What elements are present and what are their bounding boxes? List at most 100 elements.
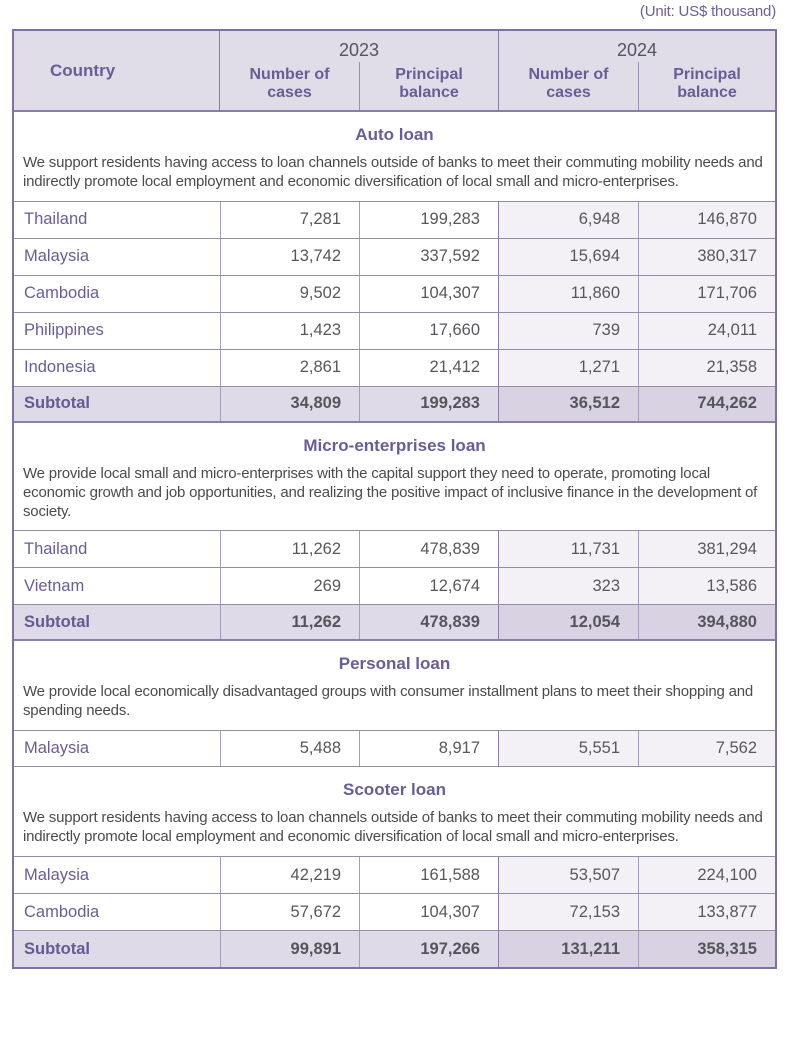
subtotal-label: Subtotal (24, 612, 90, 631)
value-cell: 57,672 (220, 894, 359, 931)
column-header-cases-2024: Number of cases (498, 62, 638, 110)
section-scooter-loan: Scooter loan We support residents having… (14, 767, 775, 968)
section-title: Auto loan (355, 125, 434, 144)
value-cell: 739 (498, 312, 638, 349)
value-cell: 15,694 (498, 238, 638, 275)
section-description: We support residents having access to lo… (23, 809, 763, 846)
country-cell: Malaysia (24, 865, 90, 884)
value-cell: 131,211 (498, 931, 638, 968)
value-cell: 380,317 (638, 238, 775, 275)
country-cell: Thailand (24, 539, 88, 558)
value-cell: 161,588 (359, 857, 498, 894)
value-cell: 394,880 (638, 605, 775, 640)
value-cell: 7,562 (638, 731, 775, 767)
country-cell: Thailand (24, 210, 88, 229)
value-cell: 199,283 (359, 386, 498, 421)
section-description: We provide local small and micro-enterpr… (23, 464, 758, 520)
country-cell: Indonesia (24, 358, 96, 377)
value-cell: 323 (498, 568, 638, 605)
section-title: Micro-enterprises loan (303, 435, 486, 455)
table-row: Indonesia 2,861 21,412 1,271 21,358 (14, 348, 775, 386)
value-cell: 99,891 (220, 931, 359, 968)
value-cell: 146,870 (638, 201, 775, 238)
value-cell: 11,262 (220, 605, 359, 640)
value-cell: 197,266 (359, 931, 498, 968)
value-cell: 11,860 (498, 275, 638, 312)
country-cell: Malaysia (24, 739, 90, 758)
subtotal-label: Subtotal (24, 394, 90, 413)
value-cell: 269 (220, 568, 359, 605)
subtotal-label: Subtotal (24, 939, 90, 958)
value-cell: 1,271 (498, 349, 638, 386)
section-micro-enterprises-loan: Micro-enterprises loan We provide local … (14, 423, 775, 642)
section-title: Personal loan (338, 654, 451, 674)
table-row: Philippines 1,423 17,660 739 24,011 (14, 311, 775, 349)
column-header-cases-2023: Number of cases (249, 65, 330, 101)
value-cell: 12,674 (359, 568, 498, 605)
value-cell: 104,307 (359, 894, 498, 931)
column-header-principal-2024: Principal balance (638, 62, 775, 110)
table-row: Thailand 7,281 199,283 6,948 146,870 (14, 200, 775, 238)
subtotal-row: Subtotal 99,891 197,266 131,211 358,315 (14, 930, 775, 968)
value-cell: 171,706 (638, 275, 775, 312)
value-cell: 13,586 (638, 568, 775, 605)
value-cell: 24,011 (638, 312, 775, 349)
value-cell: 34,809 (220, 386, 359, 421)
table-header: Country 2023 2024 Number of cases Princi… (14, 31, 775, 112)
value-cell: 11,731 (498, 531, 638, 568)
value-cell: 21,412 (359, 349, 498, 386)
value-cell: 224,100 (638, 857, 775, 894)
value-cell: 21,358 (638, 349, 775, 386)
value-cell: 36,512 (498, 386, 638, 421)
value-cell: 133,877 (638, 894, 775, 931)
value-cell: 7,281 (220, 201, 359, 238)
value-cell: 12,054 (498, 605, 638, 640)
table-row: Vietnam 269 12,674 323 13,586 (14, 567, 775, 605)
value-cell: 199,283 (359, 201, 498, 238)
value-cell: 5,551 (498, 731, 638, 767)
country-cell: Cambodia (24, 902, 100, 921)
value-cell: 53,507 (498, 857, 638, 894)
country-cell: Cambodia (24, 284, 100, 303)
section-description: We provide local economically disadvanta… (23, 683, 754, 720)
value-cell: 13,742 (220, 238, 359, 275)
table-row: Malaysia 5,488 8,917 5,551 7,562 (14, 730, 775, 768)
year-2024-header: 2024 (498, 31, 775, 62)
value-cell: 8,917 (359, 731, 498, 767)
table-row: Malaysia 13,742 337,592 15,694 380,317 (14, 237, 775, 275)
value-cell: 42,219 (220, 857, 359, 894)
country-cell: Vietnam (24, 576, 85, 595)
value-cell: 381,294 (638, 531, 775, 568)
loan-data-table: Country 2023 2024 Number of cases Princi… (12, 29, 777, 970)
value-cell: 6,948 (498, 201, 638, 238)
value-cell: 1,423 (220, 312, 359, 349)
value-cell: 478,839 (359, 605, 498, 640)
value-cell: 2,861 (220, 349, 359, 386)
value-cell: 478,839 (359, 531, 498, 568)
table-row: Cambodia 9,502 104,307 11,860 171,706 (14, 274, 775, 312)
value-cell: 72,153 (498, 894, 638, 931)
section-auto-loan: Auto loan We support residents having ac… (14, 112, 775, 423)
country-cell: Philippines (24, 321, 104, 340)
section-title: Scooter loan (343, 780, 446, 800)
value-cell: 337,592 (359, 238, 498, 275)
subtotal-row: Subtotal 11,262 478,839 12,054 394,880 (14, 604, 775, 642)
section-description: We support residents having access to lo… (23, 154, 763, 190)
value-cell: 744,262 (638, 386, 775, 421)
value-cell: 358,315 (638, 931, 775, 968)
value-cell: 17,660 (359, 312, 498, 349)
subtotal-row: Subtotal 34,809 199,283 36,512 744,262 (14, 385, 775, 423)
value-cell: 9,502 (220, 275, 359, 312)
value-cell: 104,307 (359, 275, 498, 312)
value-cell: 11,262 (220, 531, 359, 568)
table-row: Malaysia 42,219 161,588 53,507 224,100 (14, 856, 775, 894)
section-personal-loan: Personal loan We provide local economica… (14, 641, 775, 768)
value-cell: 5,488 (220, 731, 359, 767)
column-header-principal-2023: Principal balance (359, 62, 498, 110)
country-header-cell: Country (14, 31, 220, 110)
table-row: Cambodia 57,672 104,307 72,153 133,877 (14, 893, 775, 931)
year-2023-header: 2023 (338, 40, 380, 60)
country-cell: Malaysia (24, 247, 90, 266)
unit-label: (Unit: US$ thousand) (639, 3, 776, 20)
